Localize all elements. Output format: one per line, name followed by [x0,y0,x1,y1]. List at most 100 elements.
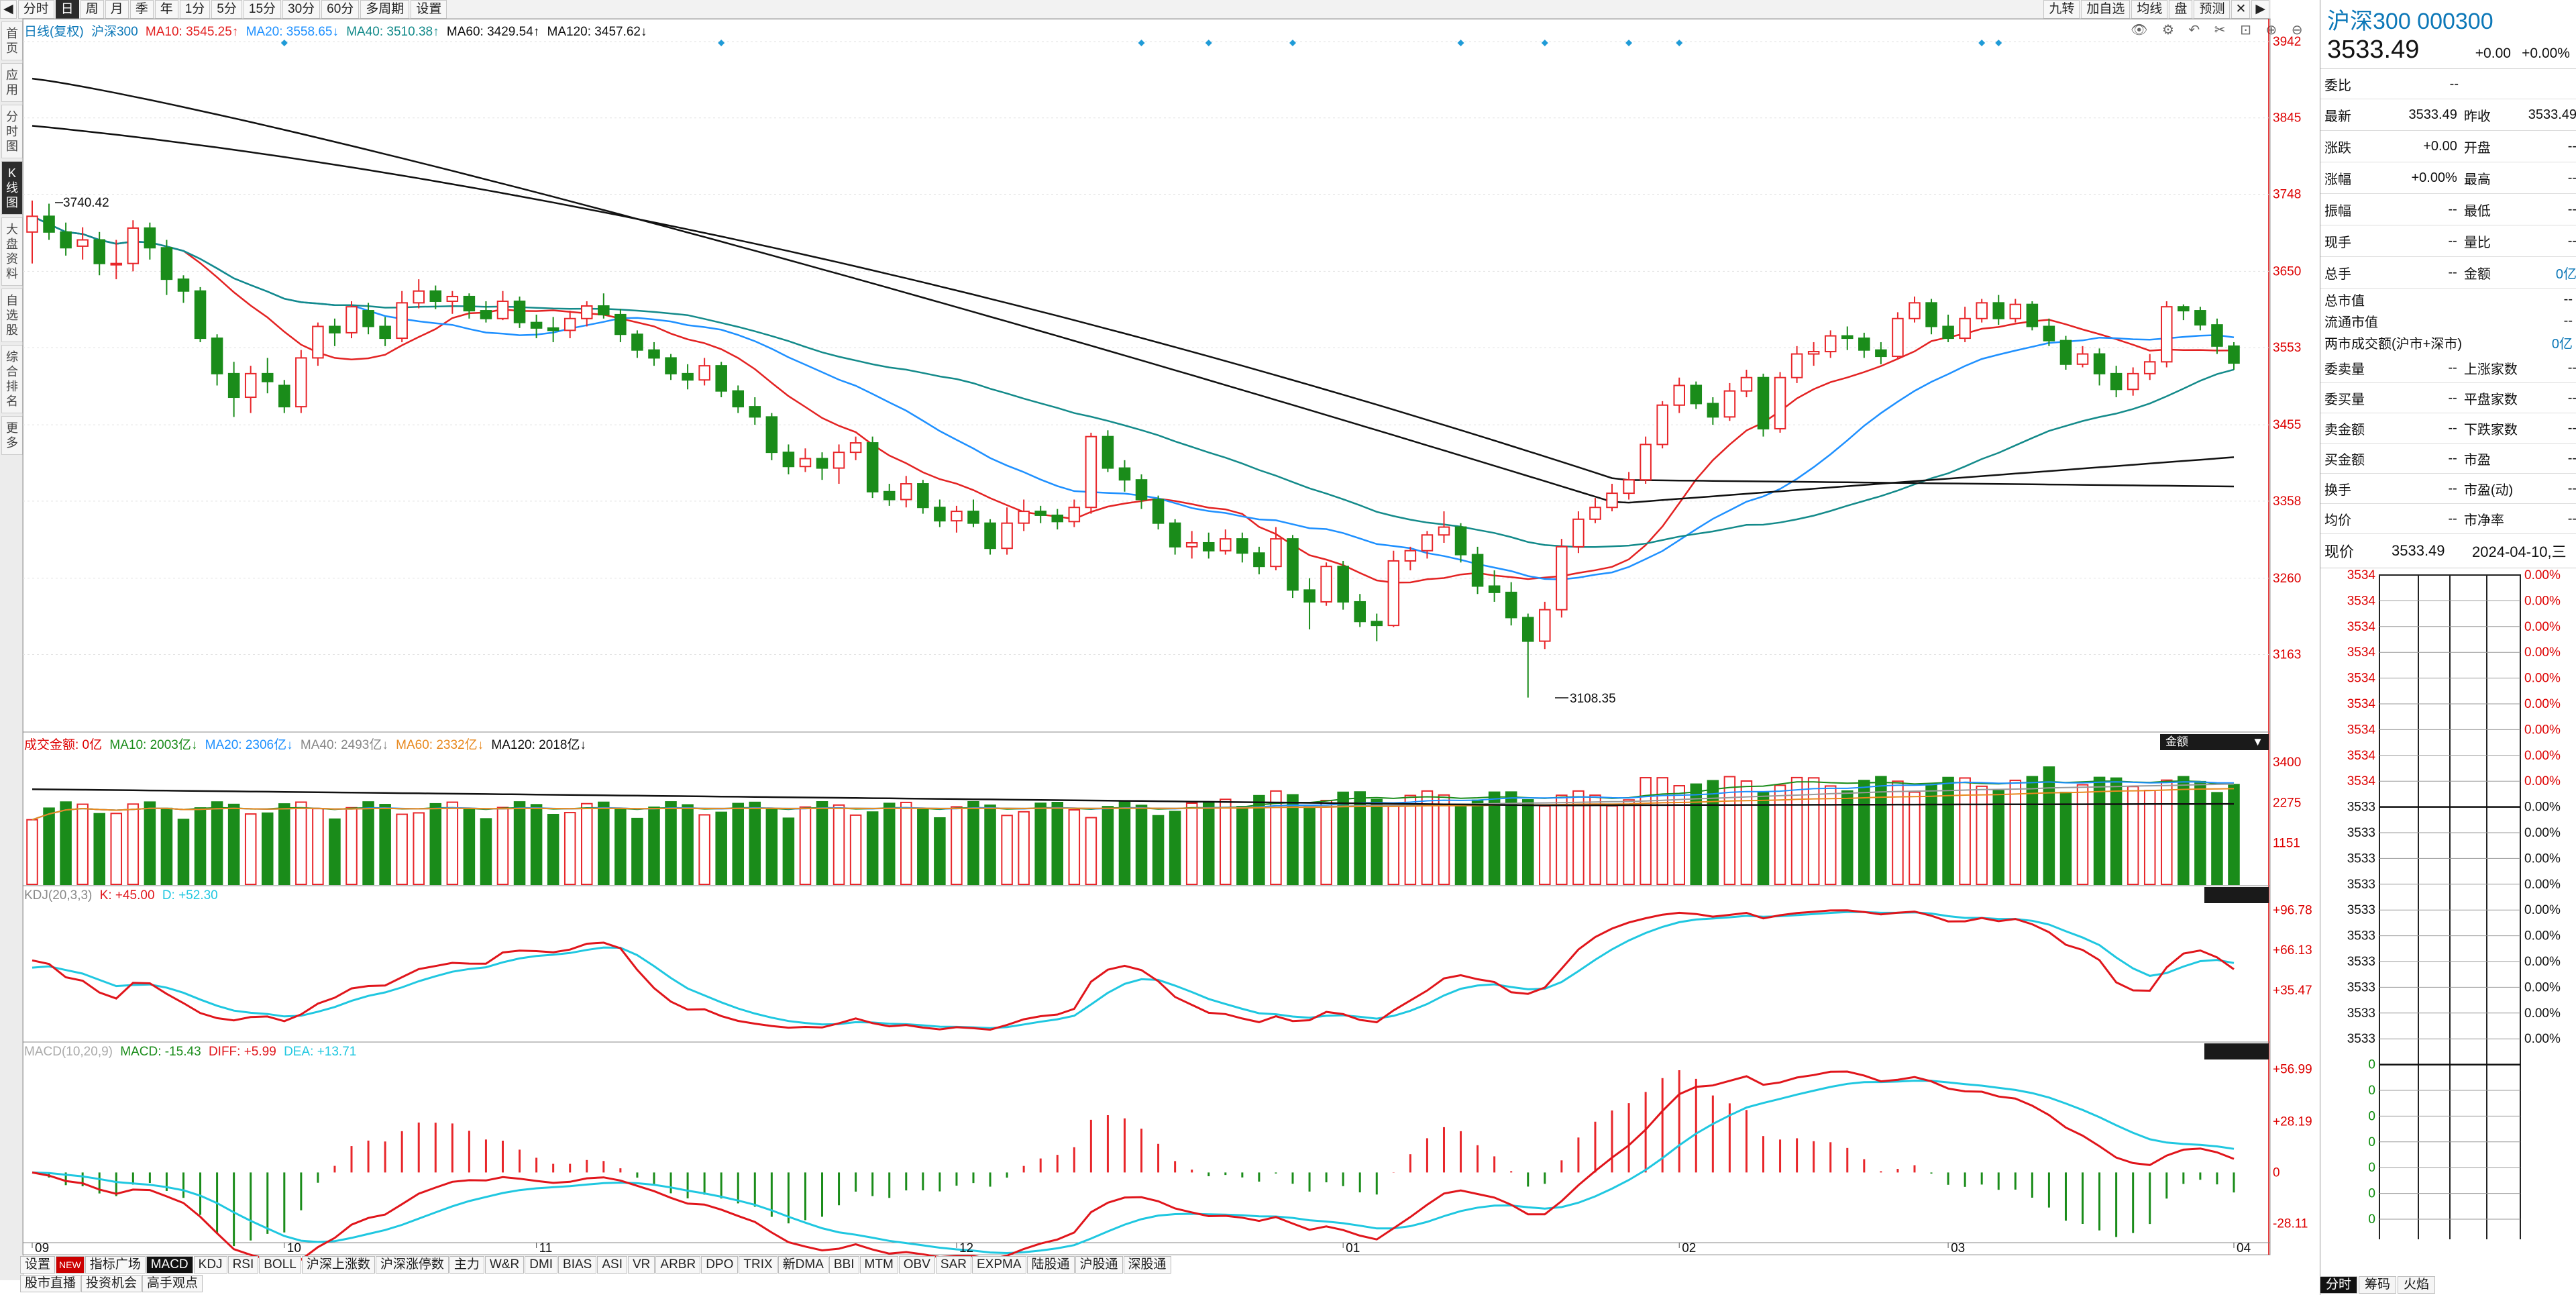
period-tab[interactable]: 分时 [17,0,54,19]
toolbar-right-button[interactable]: 预测 [2194,0,2231,19]
indicator-tab[interactable]: ASI [597,1256,627,1274]
indicator-tab[interactable]: NEW [56,1256,85,1274]
link-tab[interactable]: 股市直播 [20,1275,81,1292]
link-tab[interactable]: 高手观点 [142,1275,203,1292]
indicator-tab[interactable]: VR [627,1256,655,1274]
period-tab[interactable]: 60分 [321,0,360,19]
toolbar-right-button[interactable]: 加自选 [2081,0,2131,19]
price-level: 3533 [2347,929,2375,943]
indicator-tab[interactable]: MACD [146,1256,193,1274]
indicator-tab[interactable]: 沪股通 [1075,1256,1123,1274]
candle-body [2093,353,2106,374]
quote-cell: 3533.49 [2408,107,2457,122]
indicator-tab[interactable]: RSI [227,1256,259,1274]
indicator-tab[interactable]: W&R [484,1256,525,1274]
volume-bar [1723,776,1736,886]
toolbar-close-icon[interactable]: ✕ [2231,0,2251,19]
candle-body [396,302,408,340]
volume-bar [665,801,677,886]
volume-bar [480,818,492,886]
vol-amount: 成交金额: 0亿 [24,738,103,752]
indicator-tab[interactable]: 主力 [449,1256,484,1274]
event-marker [718,40,725,46]
macd-settings-button[interactable] [2204,1043,2269,1059]
period-tab[interactable]: 月 [105,0,129,19]
volume-type-select[interactable]: 金额 ▼ [2160,734,2269,750]
period-tab[interactable]: 季 [129,0,154,19]
indicator-tab[interactable]: 新DMA [777,1256,828,1274]
chart-tool-icons[interactable]: 👁 ⚙ ↶ ✂ ⊡ ⊕ ⊖ [2131,23,2308,38]
left-nav-tab[interactable]: 应用 [1,63,23,102]
indicator-tab[interactable]: 深股通 [1123,1256,1171,1274]
price-pct: 0.00% [2524,878,2561,892]
indicator-tab[interactable]: MTM [859,1256,898,1274]
price-pct: 0.00% [2524,672,2561,686]
volume-bar [1303,805,1316,886]
right-bottom-tab[interactable]: 筹码 [2359,1276,2397,1294]
cap-rows: 总市值 -- 流通市值 -- 两市成交额(沪市+深市) 0亿 [2320,289,2576,353]
volume-bar [1236,806,1248,885]
indicator-tab[interactable]: TRIX [739,1256,777,1274]
left-nav-tab[interactable]: 大盘资料 [1,217,23,286]
candle-body [446,295,459,302]
quote-cell: 下跌家数 [2463,422,2518,437]
low-label: 3108.35 [1570,692,1616,706]
event-marker [1995,40,2002,46]
period-tab[interactable]: 日 [55,0,79,19]
indicator-tab[interactable]: 指标广场 [85,1256,146,1274]
cap-value: -- [2563,291,2573,307]
indicator-tab[interactable]: 沪深涨停数 [375,1256,449,1274]
link-row: 股市直播 投资机会 高手观点 [20,1275,203,1292]
indicator-tab[interactable]: BIAS [558,1256,597,1274]
indicator-tab[interactable]: BBI [828,1256,859,1274]
tool-nav-arrow[interactable]: ◀ [0,0,17,19]
left-nav-tab[interactable]: 自选股 [1,289,23,342]
period-tab[interactable]: 30分 [282,0,321,19]
volume-bar [1539,805,1551,885]
candle-body [513,300,526,323]
kdj-settings-button[interactable] [2204,887,2269,903]
quote-cell: 均价 [2324,513,2351,528]
indicator-tab[interactable]: EXPMA [971,1256,1026,1274]
period-tab[interactable]: 设置 [411,0,447,19]
left-nav-tab[interactable]: 更多 [1,416,23,455]
indicator-tab[interactable]: 沪深上涨数 [301,1256,375,1274]
volume-bar [2178,776,2190,885]
event-marker [1978,40,1986,46]
period-tab[interactable]: 5分 [211,0,242,19]
right-bottom-tab[interactable]: 分时 [2320,1276,2358,1294]
toolbar-expand-icon[interactable]: ▶ [2251,0,2269,19]
cap-value: -- [2563,313,2573,328]
x-tick-label: 01 [1346,1241,1360,1255]
quote-cell: -- [2448,233,2457,248]
indicator-tab[interactable]: BOLL [259,1256,301,1274]
volume-bar [1909,791,1921,885]
period-tab[interactable]: 1分 [179,0,211,19]
candle-body [93,239,105,264]
link-tab[interactable]: 投资机会 [81,1275,142,1292]
volume-bar [1774,784,1786,885]
left-nav-tab[interactable]: 首页 [1,21,23,60]
toolbar-right-button[interactable]: 九转 [2043,0,2080,19]
toolbar-right-button[interactable]: 盘 [2169,0,2193,19]
indicator-tab[interactable]: SAR [935,1256,971,1274]
volume-bar [530,804,543,885]
ma20-line [32,215,2235,580]
period-tab[interactable]: 年 [154,0,178,19]
indicator-tab[interactable]: DPO [701,1256,739,1274]
volume-bar [1354,791,1366,885]
quote-row: 振幅 -- 最低 -- [2320,194,2576,225]
indicator-tab[interactable]: OBV [898,1256,935,1274]
volume-bar [211,801,223,885]
price-level: 0 [2368,1058,2375,1072]
indicator-tab[interactable]: ARBR [655,1256,701,1274]
right-bottom-tab[interactable]: 火焰 [2398,1276,2436,1294]
indicator-tab[interactable]: DMI [525,1256,558,1274]
indicator-tab[interactable]: 设置 [20,1256,56,1274]
period-tab[interactable]: 周 [80,0,104,19]
volume-bar [1320,799,1332,885]
volume-bar [631,817,643,886]
indicator-tab[interactable]: KDJ [193,1256,227,1274]
indicator-tab[interactable]: 陆股通 [1026,1256,1075,1274]
volume-bar [278,803,290,885]
